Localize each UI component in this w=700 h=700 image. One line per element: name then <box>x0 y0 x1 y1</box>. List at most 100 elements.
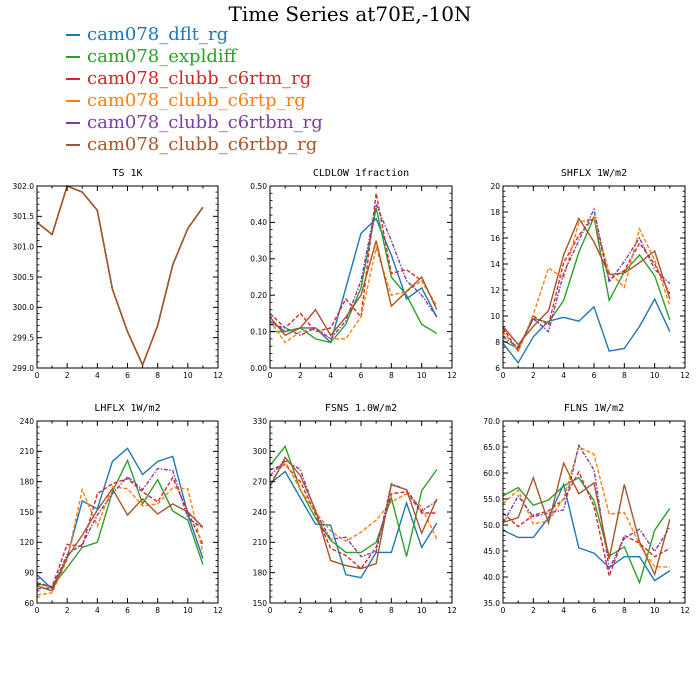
panel-title: FLNS 1W/m2 <box>564 403 624 414</box>
y-tick-label: 18 <box>490 208 500 217</box>
series-line <box>36 476 204 588</box>
series-line <box>269 201 438 340</box>
series-line <box>36 185 204 367</box>
y-tick-label: 270 <box>253 477 268 486</box>
x-tick-label: 4 <box>561 371 566 380</box>
y-tick-label: 45.0 <box>483 547 500 556</box>
plot-frame <box>269 420 453 604</box>
y-tick-label: 299.0 <box>13 364 35 373</box>
y-tick-label: 180 <box>253 568 268 577</box>
series-line <box>36 467 204 590</box>
x-tick-label: 8 <box>389 371 394 380</box>
legend: cam078_dflt_rg cam078_expldiff cam078_club… <box>66 24 323 156</box>
series-line <box>502 217 671 353</box>
y-tick-label: 6 <box>495 364 500 373</box>
legend-label: cam078_clubb_c6rtbm_rg <box>87 112 323 133</box>
x-tick-label: 4 <box>95 371 100 380</box>
series-line <box>269 444 438 557</box>
chart-panel: TS 1K 0 2 4 6 8 10 12 299.0 299.5 300.0 300.5 301.0 3… <box>13 168 223 380</box>
y-tick-label: 60 <box>24 599 34 608</box>
x-tick-label: 2 <box>531 371 536 380</box>
x-tick-label: 0 <box>268 371 273 380</box>
y-tick-label: 0.50 <box>250 182 267 191</box>
y-tick-label: 0.20 <box>250 291 267 300</box>
chart-figure-title: Time Series at70E,-10N <box>228 2 472 26</box>
y-tick-label: 65.0 <box>483 443 500 452</box>
y-tick-label: 180 <box>20 477 35 486</box>
y-tick-label: 40.0 <box>483 573 500 582</box>
legend-label: cam078_expldiff <box>87 46 237 67</box>
legend-label: cam078_clubb_c6rtp_rg <box>87 90 306 111</box>
y-tick-label: 300.5 <box>13 273 35 282</box>
panel-title: TS 1K <box>112 168 142 179</box>
series-line <box>36 185 204 367</box>
series-line <box>269 456 438 570</box>
legend-label: cam078_clubb_c6rtbp_rg <box>87 134 318 155</box>
x-tick-label: 0 <box>501 606 506 615</box>
series-line <box>502 215 671 353</box>
x-tick-label: 6 <box>125 371 130 380</box>
y-tick-label: 150 <box>253 599 268 608</box>
series-line <box>269 193 438 333</box>
series-line <box>270 207 438 344</box>
y-tick-label: 90 <box>24 568 34 577</box>
x-tick-label: 10 <box>650 371 660 380</box>
x-tick-label: 2 <box>531 606 536 615</box>
x-tick-label: 8 <box>155 606 160 615</box>
x-tick-label: 4 <box>328 606 333 615</box>
legend-label: cam078_dflt_rg <box>87 24 229 45</box>
y-tick-label: 20 <box>490 182 500 191</box>
chart-panel: FLNS 1W/m2 0 2 4 6 8 10 12 35.0 40.0 45.0 50.0 55.0 6… <box>483 403 690 615</box>
x-tick-label: 8 <box>389 606 394 615</box>
series-line <box>269 470 438 579</box>
legend-swatch <box>66 144 80 146</box>
x-tick-label: 4 <box>561 606 566 615</box>
panel-title: CLDLOW 1fraction <box>313 168 409 179</box>
x-tick-label: 2 <box>298 371 303 380</box>
series-line <box>36 485 204 596</box>
legend-swatch <box>66 56 80 58</box>
legend-swatch <box>66 34 80 36</box>
x-tick-label: 4 <box>328 371 333 380</box>
x-tick-label: 2 <box>65 606 70 615</box>
legend-item: cam078_clubb_c6rtbm_rg <box>66 112 323 134</box>
series-line <box>502 443 671 571</box>
x-tick-label: 6 <box>592 606 597 615</box>
x-tick-label: 10 <box>417 606 427 615</box>
series-line <box>269 463 437 570</box>
y-tick-label: 300.0 <box>13 303 35 312</box>
y-tick-label: 35.0 <box>483 599 500 608</box>
series-line <box>269 459 438 558</box>
panel-title: SHFLX 1W/m2 <box>561 168 627 179</box>
y-tick-label: 10 <box>490 312 500 321</box>
y-tick-label: 299.5 <box>13 333 35 342</box>
x-tick-label: 0 <box>268 606 273 615</box>
chart-panel: LHFLX 1W/m2 0 2 4 6 8 10 12 60 90 120 150 180 210 240 <box>20 403 223 615</box>
series-line <box>269 217 438 344</box>
y-tick-label: 0.00 <box>250 364 267 373</box>
x-tick-label: 12 <box>447 371 457 380</box>
series-line <box>502 297 671 365</box>
y-tick-label: 0.30 <box>250 255 267 264</box>
x-tick-label: 6 <box>592 371 597 380</box>
x-tick-label: 12 <box>680 371 690 380</box>
legend-label: cam078_clubb_c6rtm_rg <box>87 68 312 89</box>
y-tick-label: 210 <box>253 538 268 547</box>
x-tick-label: 0 <box>35 371 40 380</box>
series-line <box>502 461 671 577</box>
legend-swatch <box>66 122 80 124</box>
y-tick-label: 330 <box>253 417 268 426</box>
x-tick-label: 12 <box>213 606 223 615</box>
legend-item: cam078_expldiff <box>66 46 323 68</box>
y-tick-label: 50.0 <box>483 521 500 530</box>
series-line <box>502 482 671 582</box>
chart-panel: SHFLX 1W/m2 0 2 4 6 8 10 12 6 8 10 12 14 16 18 20 <box>490 168 690 380</box>
x-tick-label: 8 <box>622 606 627 615</box>
series-line <box>36 185 204 367</box>
chart-panel: CLDLOW 1fraction 0 2 4 6 8 10 12 0.00 0.10 0.20 0.3… <box>250 168 457 380</box>
x-tick-label: 10 <box>417 371 427 380</box>
y-tick-label: 301.5 <box>13 212 35 221</box>
y-tick-label: 300 <box>253 447 268 456</box>
series-line <box>502 446 670 568</box>
panel-title: FSNS 1.0W/m2 <box>325 403 397 414</box>
